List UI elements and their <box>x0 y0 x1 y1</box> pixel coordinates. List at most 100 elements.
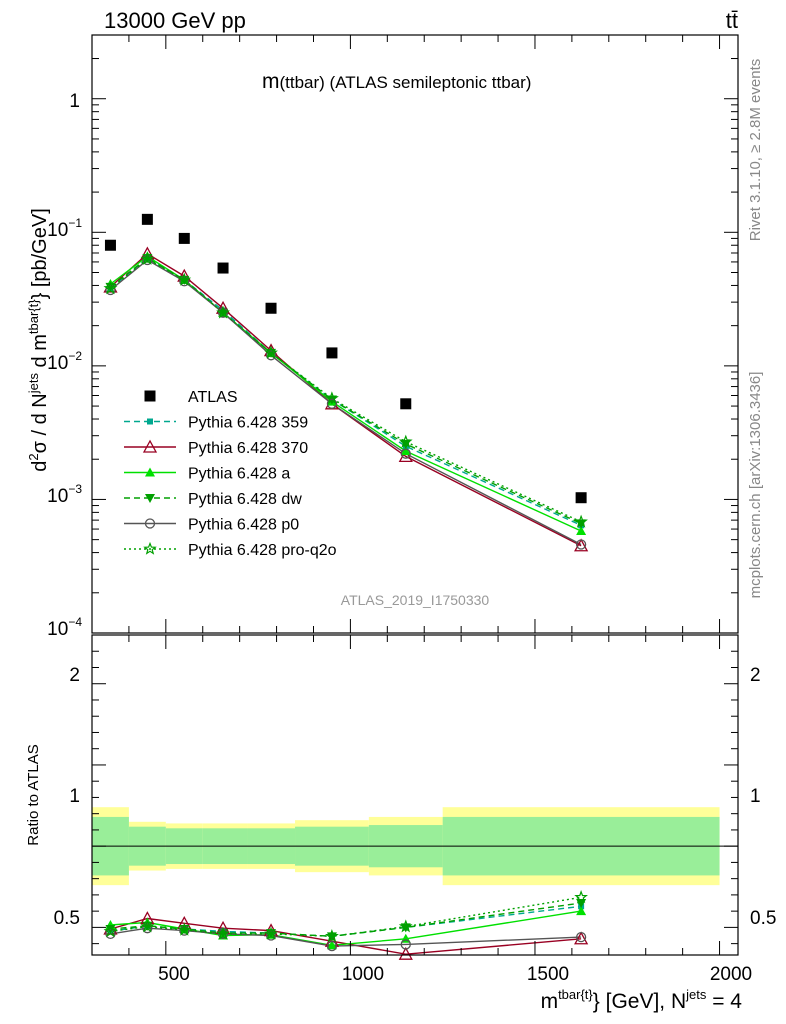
ylabel-sup: jets <box>26 373 41 395</box>
ratio-y-tick-label-right: 1 <box>750 786 761 807</box>
marker-star <box>216 305 230 319</box>
marker-circle-open <box>326 398 338 409</box>
marker-triangle-down <box>576 899 587 909</box>
ratio-uncertainty-bands <box>92 807 738 886</box>
xlabel-sup: tbar{t} <box>558 987 593 1002</box>
marker-star <box>398 919 413 933</box>
main-y-tick-labels: 10−4 10−3 10−2 10−1 1 <box>47 91 82 640</box>
marker-square <box>141 213 153 225</box>
ratio-series-line <box>110 902 582 938</box>
main-y-tick-label: 10−4 <box>47 615 82 640</box>
series-line <box>110 257 582 526</box>
series-line <box>110 252 582 547</box>
xlabel-sup: jets <box>685 987 707 1002</box>
xlabel-part: = 4 <box>706 990 742 1013</box>
marker-square <box>265 302 277 314</box>
marker-star <box>140 251 155 265</box>
marker-triangle <box>326 940 337 950</box>
marker-square <box>144 390 156 402</box>
marker-star <box>574 890 588 904</box>
marker-circle-open <box>105 928 116 940</box>
marker-triangle-open <box>398 946 413 960</box>
x-tick-labels: 500 1000 1500 2000 <box>158 964 752 985</box>
marker-star <box>103 924 118 938</box>
x-axis-label: mtbar{t}} [GeV], Njets = 4 <box>541 987 743 1013</box>
marker-triangle <box>145 467 155 477</box>
legend-label: Pythia 6.428 p0 <box>188 517 299 534</box>
legend: ATLAS Pythia 6.428 359 Pythia 6.428 370 Pyt… <box>124 389 337 559</box>
axes-frames <box>91 34 739 956</box>
marker-star <box>103 281 118 295</box>
marker-star <box>216 926 230 940</box>
legend-label: Pythia 6.428 a <box>188 466 290 483</box>
ylabel-sup: 2 <box>26 453 41 460</box>
plot-title: m(ttbar) (ATLAS semileptonic ttbar) <box>262 70 531 93</box>
x-tick-label: 1000 <box>342 964 384 985</box>
header-left: 13000 GeV pp <box>104 8 246 33</box>
series-line <box>110 258 582 523</box>
ratio-y-tick-labels: 0.5 1 2 0.5 1 2 <box>54 665 777 929</box>
marker-square-small <box>147 418 153 425</box>
marker-triangle-open <box>574 931 589 945</box>
marker-triangle <box>576 906 587 916</box>
marker-triangle <box>400 446 411 456</box>
marker-circle-open <box>142 254 153 266</box>
x-tick-label: 1500 <box>527 964 569 985</box>
marker-triangle-down <box>145 494 155 503</box>
analysis-label: ATLAS_2019_I1750330 <box>341 592 490 608</box>
legend-label: ATLAS <box>188 389 238 406</box>
main-y-tick-label: 10−2 <box>47 349 82 374</box>
marker-triangle-down <box>326 395 337 405</box>
legend-label: Pythia 6.428 359 <box>188 415 308 432</box>
legend-entry: ATLAS <box>144 389 238 406</box>
main-y-tick-label: 10−3 <box>47 482 82 507</box>
series-line <box>110 255 582 532</box>
marker-triangle-down <box>400 923 411 933</box>
series-line <box>110 257 582 525</box>
marker-circle-open <box>575 539 587 550</box>
marker-circle-open <box>179 276 190 287</box>
mcplots-label: mcplots.cern.ch [arXiv:1306.3436] <box>747 372 764 599</box>
marker-square <box>104 239 116 251</box>
ylabel-sup: tbar{t} <box>26 299 41 334</box>
main-y-axis-label: d2σ / d Njets d mtbar{t}} [pb/GeV] <box>26 208 51 472</box>
marker-star <box>398 434 413 448</box>
legend-entry: Pythia 6.428 pro-q2o <box>124 541 337 559</box>
legend-entry: Pythia 6.428 p0 <box>124 517 299 534</box>
main-frame <box>91 34 739 634</box>
xlabel-part: } [GeV], N <box>593 990 686 1013</box>
ylabel-part: d <box>29 461 51 472</box>
x-tick-label: 2000 <box>710 964 752 985</box>
legend-entry: Pythia 6.428 370 <box>124 439 308 457</box>
marker-circle-open <box>142 923 153 934</box>
ratio-y-tick-label: 2 <box>69 665 80 686</box>
ratio-panel-content <box>103 890 589 960</box>
marker-circle-open <box>105 284 116 296</box>
marker-square <box>400 398 412 410</box>
marker-circle-open <box>326 940 338 952</box>
series-line <box>110 259 582 546</box>
legend-entry: Pythia 6.428 359 <box>124 415 308 432</box>
legend-label: Pythia 6.428 pro-q2o <box>188 542 337 559</box>
ratio-y-tick-label-right: 2 <box>750 665 761 686</box>
legend-label: Pythia 6.428 370 <box>188 440 308 457</box>
ratio-y-axis-label: Ratio to ATLAS <box>25 744 42 845</box>
marker-circle-open <box>400 448 411 459</box>
marker-star <box>264 926 278 940</box>
ylabel-part: σ / d N <box>29 393 51 453</box>
marker-star <box>177 272 192 286</box>
legend-entry: Pythia 6.428 dw <box>124 491 302 508</box>
marker-circle-open <box>144 518 156 529</box>
ratio-frame <box>91 634 739 956</box>
marker-star <box>264 345 278 359</box>
marker-circle-open <box>575 931 587 943</box>
marker-star <box>325 929 339 943</box>
ratio-series-line <box>110 927 582 947</box>
ratio-y-tick-label: 0.5 <box>54 908 80 929</box>
plot-title-sub: (ttbar) (ATLAS semileptonic ttbar) <box>280 73 532 92</box>
marker-triangle-down <box>218 929 229 939</box>
marker-circle-open <box>265 930 277 941</box>
marker-square <box>575 492 587 504</box>
ratio-y-tick-label-right: 0.5 <box>750 908 776 929</box>
rivet-label: Rivet 3.1.10, ≥ 2.8M events <box>747 59 764 242</box>
